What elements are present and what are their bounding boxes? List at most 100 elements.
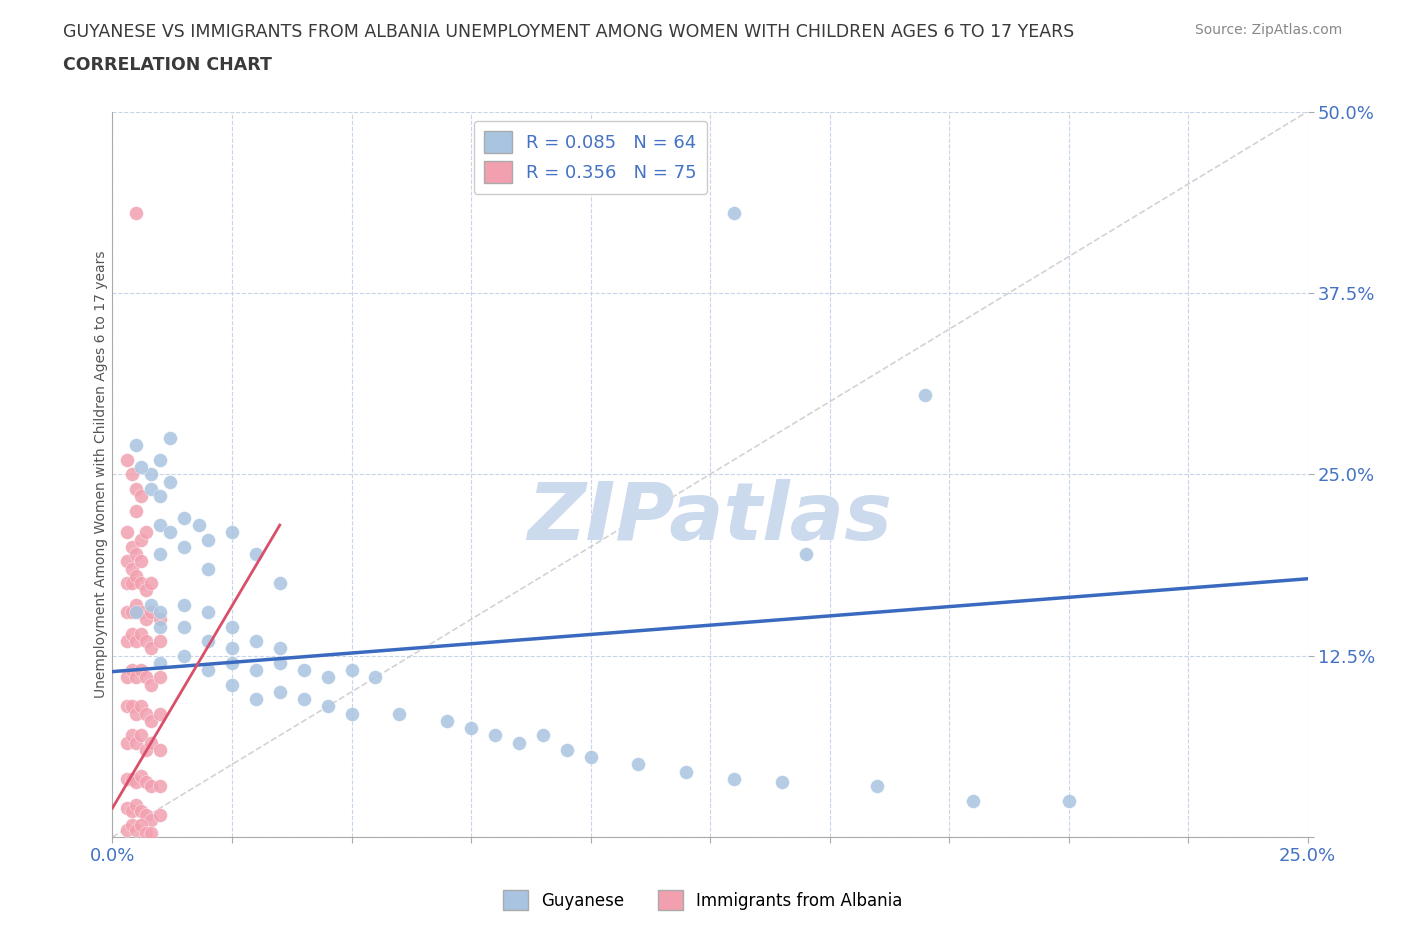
Point bbox=[221, 641, 243, 656]
Point bbox=[129, 604, 152, 619]
Point bbox=[1057, 793, 1080, 808]
Point bbox=[221, 525, 243, 539]
Point bbox=[149, 808, 172, 823]
Point bbox=[173, 511, 195, 525]
Point bbox=[675, 764, 697, 779]
Point bbox=[149, 488, 172, 503]
Point bbox=[129, 532, 152, 547]
Point bbox=[197, 663, 219, 678]
Y-axis label: Unemployment Among Women with Children Ages 6 to 17 years: Unemployment Among Women with Children A… bbox=[94, 250, 108, 698]
Point bbox=[173, 619, 195, 634]
Point bbox=[121, 604, 143, 619]
Point bbox=[149, 518, 172, 533]
Point bbox=[221, 619, 243, 634]
Point bbox=[139, 778, 162, 793]
Point bbox=[139, 576, 162, 591]
Text: CORRELATION CHART: CORRELATION CHART bbox=[63, 56, 273, 73]
Point bbox=[149, 547, 172, 562]
Point bbox=[159, 431, 181, 445]
Point bbox=[125, 438, 148, 453]
Point bbox=[149, 604, 172, 619]
Point bbox=[197, 604, 219, 619]
Point bbox=[139, 677, 162, 692]
Point bbox=[135, 706, 157, 721]
Point bbox=[579, 750, 602, 764]
Point bbox=[125, 822, 148, 837]
Point bbox=[125, 503, 148, 518]
Point bbox=[139, 736, 162, 751]
Point bbox=[115, 576, 138, 591]
Point bbox=[484, 728, 506, 743]
Point bbox=[245, 663, 267, 678]
Point bbox=[173, 648, 195, 663]
Point bbox=[245, 547, 267, 562]
Point bbox=[149, 612, 172, 627]
Point bbox=[125, 547, 148, 562]
Point bbox=[388, 706, 411, 721]
Point bbox=[245, 633, 267, 648]
Point bbox=[197, 561, 219, 576]
Point bbox=[531, 728, 554, 743]
Point bbox=[340, 663, 363, 678]
Legend: R = 0.085   N = 64, R = 0.356   N = 75: R = 0.085 N = 64, R = 0.356 N = 75 bbox=[474, 121, 707, 193]
Point bbox=[125, 568, 148, 583]
Point bbox=[340, 706, 363, 721]
Point bbox=[129, 818, 152, 833]
Point bbox=[962, 793, 984, 808]
Text: Source: ZipAtlas.com: Source: ZipAtlas.com bbox=[1195, 23, 1343, 37]
Point bbox=[173, 597, 195, 612]
Point bbox=[129, 768, 152, 783]
Point bbox=[914, 387, 936, 402]
Point bbox=[135, 742, 157, 757]
Point bbox=[139, 812, 162, 827]
Point bbox=[292, 663, 315, 678]
Point bbox=[173, 539, 195, 554]
Point bbox=[149, 778, 172, 793]
Point bbox=[149, 742, 172, 757]
Point bbox=[125, 775, 148, 790]
Point bbox=[149, 670, 172, 684]
Point bbox=[121, 561, 143, 576]
Point bbox=[135, 775, 157, 790]
Point bbox=[129, 576, 152, 591]
Point bbox=[115, 822, 138, 837]
Point bbox=[125, 736, 148, 751]
Point bbox=[149, 619, 172, 634]
Point bbox=[139, 825, 162, 840]
Text: ZIPatlas: ZIPatlas bbox=[527, 479, 893, 557]
Point bbox=[316, 670, 339, 684]
Point bbox=[129, 554, 152, 569]
Point bbox=[121, 663, 143, 678]
Point bbox=[115, 736, 138, 751]
Point bbox=[149, 633, 172, 648]
Point bbox=[115, 699, 138, 714]
Point bbox=[794, 547, 817, 562]
Point bbox=[129, 663, 152, 678]
Point bbox=[221, 677, 243, 692]
Point bbox=[723, 206, 745, 220]
Point bbox=[221, 656, 243, 671]
Point bbox=[121, 627, 143, 642]
Point bbox=[135, 612, 157, 627]
Point bbox=[269, 641, 291, 656]
Point bbox=[121, 699, 143, 714]
Point bbox=[121, 804, 143, 818]
Point bbox=[866, 778, 889, 793]
Point bbox=[139, 597, 162, 612]
Point bbox=[139, 482, 162, 497]
Point bbox=[129, 699, 152, 714]
Point bbox=[364, 670, 387, 684]
Point bbox=[269, 576, 291, 591]
Point bbox=[139, 467, 162, 482]
Point bbox=[187, 518, 209, 533]
Point bbox=[135, 525, 157, 539]
Point bbox=[197, 532, 219, 547]
Point bbox=[121, 772, 143, 787]
Point bbox=[436, 713, 458, 728]
Point bbox=[121, 539, 143, 554]
Point bbox=[139, 713, 162, 728]
Point bbox=[125, 706, 148, 721]
Point bbox=[139, 641, 162, 656]
Point bbox=[125, 633, 148, 648]
Point bbox=[129, 728, 152, 743]
